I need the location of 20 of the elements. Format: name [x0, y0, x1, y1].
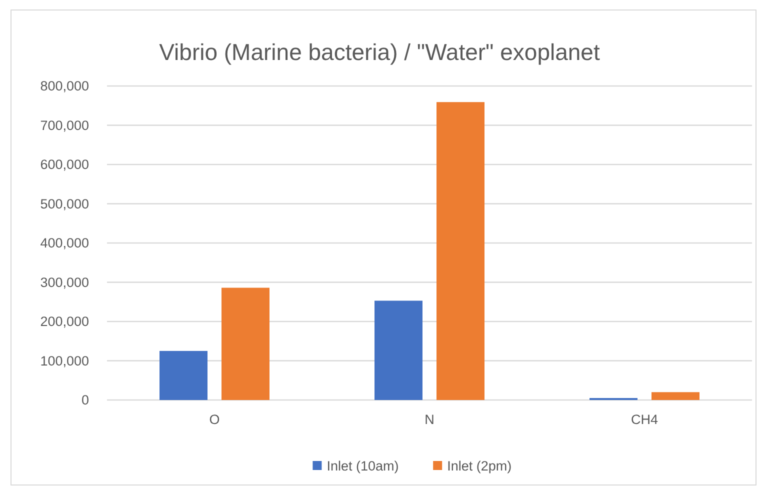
x-tick-label: O [209, 412, 220, 427]
legend-label: Inlet (2pm) [447, 458, 512, 474]
y-tick-label: 0 [81, 392, 89, 408]
x-tick-label: CH4 [630, 412, 658, 427]
bar [436, 102, 484, 400]
bar [374, 300, 422, 400]
y-tick-label: 400,000 [40, 236, 89, 251]
legend-label: Inlet (10am) [326, 458, 399, 474]
y-tick-label: 200,000 [40, 314, 89, 330]
y-tick-label: 100,000 [40, 353, 89, 368]
chart-title: Vibrio (Marine bacteria) / "Water" exoplanet [159, 39, 600, 65]
bar [160, 350, 208, 400]
x-tick-label: N [424, 412, 434, 427]
y-tick-label: 800,000 [40, 78, 89, 94]
y-tick-label: 700,000 [40, 118, 89, 133]
y-tick-label: 300,000 [40, 274, 89, 290]
bar [652, 392, 700, 400]
y-tick-label: 600,000 [40, 157, 89, 172]
bar [222, 288, 270, 400]
y-tick-label: 500,000 [40, 196, 89, 212]
